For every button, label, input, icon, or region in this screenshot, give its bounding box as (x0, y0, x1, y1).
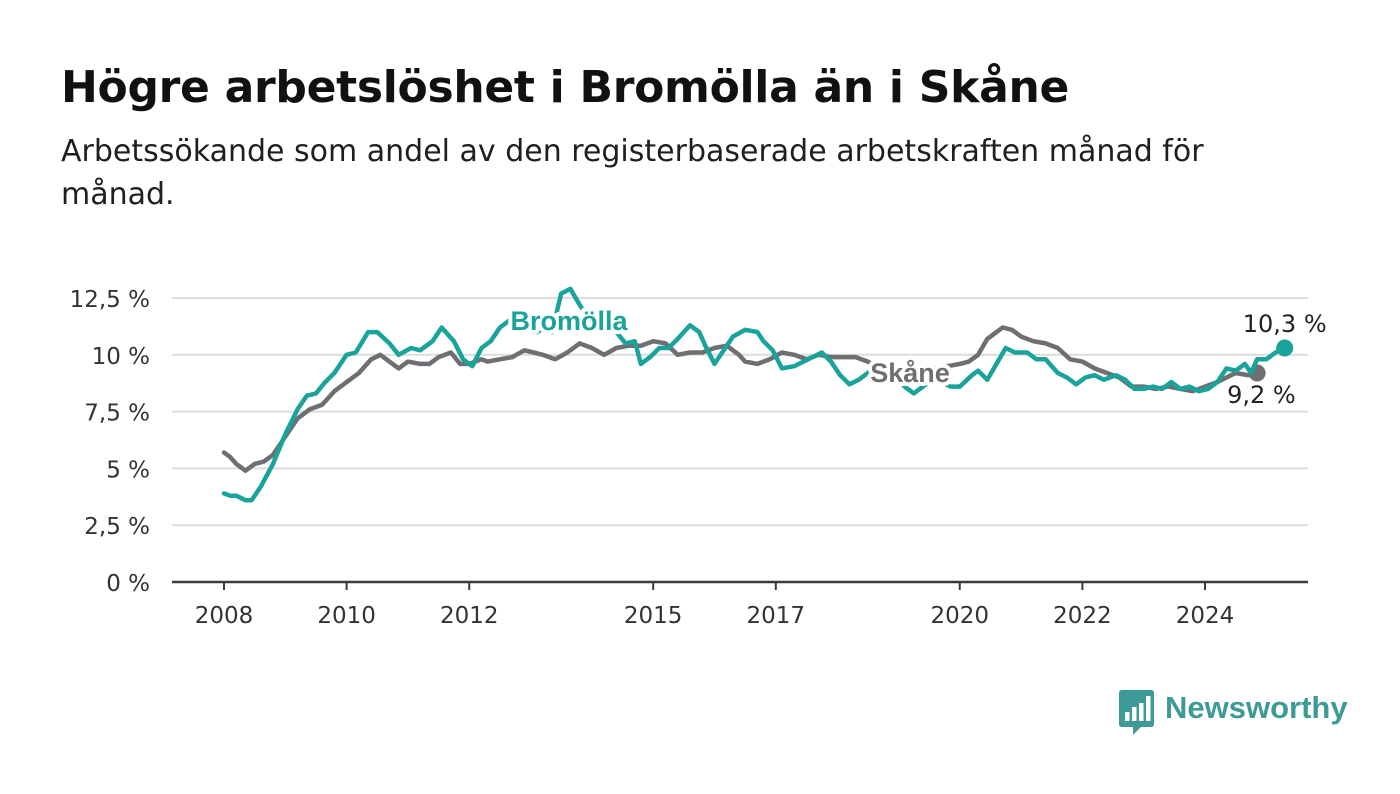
series-lines (221, 286, 1294, 503)
y-tick-label: 12,5 % (70, 287, 150, 313)
line-chart: 0 %2,5 %5 %7,5 %10 %12,5 % 2008 2010 2012 2… (70, 286, 1327, 629)
x-tick-label: 2020 (930, 603, 989, 629)
newsworthy-logo-icon (1119, 690, 1154, 735)
x-tick-label: 2015 (624, 603, 683, 629)
newsworthy-brand[interactable]: Newsworthy (1119, 690, 1348, 736)
series-label-skane: Skåne (870, 358, 950, 388)
y-tick-label: 7,5 % (84, 401, 150, 427)
series-labels: 10,3 % 9,2 % Bromölla Skåne (506, 302, 1327, 409)
x-tick-label: 2024 (1176, 603, 1235, 629)
x-tick-label: 2017 (747, 603, 806, 629)
end-label-bromolla: 10,3 % (1243, 310, 1327, 338)
y-tick-label: 10 % (92, 344, 150, 370)
brand-name: Newsworthy (1165, 690, 1348, 725)
x-tick-label: 2008 (195, 603, 254, 629)
series-line-bromlla (221, 286, 1287, 503)
chart-title: Högre arbetslöshet i Bromölla än i Skåne (61, 62, 1070, 113)
x-axis-tick-labels: 2008 2010 2012 2015 2017 2020 2022 2024 (195, 582, 1235, 629)
series-end-point-bromlla (1276, 339, 1294, 357)
y-tick-label: 5 % (106, 457, 150, 483)
series-label-bromolla: Bromölla (510, 306, 628, 336)
chart-subtitle: Arbetssökande som andel av den registerb… (61, 134, 1204, 212)
x-tick-label: 2022 (1053, 603, 1112, 629)
x-tick-label: 2012 (440, 603, 499, 629)
series-line-skne (221, 325, 1260, 473)
x-tick-label: 2010 (317, 603, 376, 629)
y-tick-label: 2,5 % (84, 514, 150, 540)
y-tick-label: 0 % (106, 571, 150, 597)
end-label-skane: 9,2 % (1227, 381, 1296, 409)
y-axis-tick-labels: 0 % 2,5 % 5 % 7,5 % 10 % 12,5 % (70, 287, 150, 597)
